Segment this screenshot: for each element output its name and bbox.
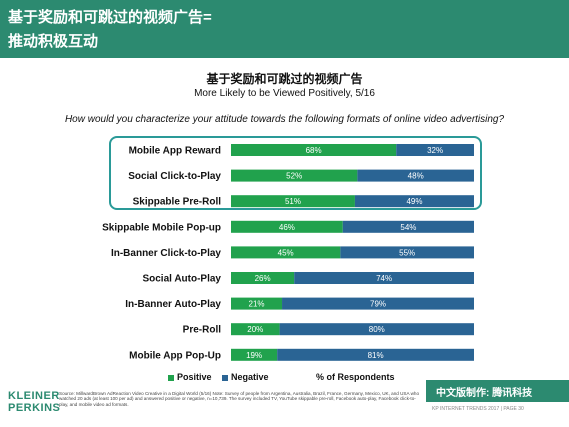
chart-title: 基于奖励和可跳过的视频广告 — [206, 72, 363, 86]
bar-negative — [396, 144, 474, 156]
chart-subtitle: More Likely to be Viewed Positively, 5/1… — [194, 88, 375, 99]
x-axis-label: % of Respondents — [316, 372, 395, 382]
category-label: Pre-Roll — [183, 325, 222, 336]
header-banner: 基于奖励和可跳过的视频广告= 推动积极互动 — [0, 0, 569, 58]
data-label-positive: 45% — [278, 248, 294, 257]
bar-positive — [231, 144, 397, 156]
category-label: Skippable Mobile Pop-up — [102, 222, 221, 233]
category-label: Skippable Pre-Roll — [133, 197, 222, 208]
data-label-negative: 55% — [399, 248, 415, 257]
bar-positive — [231, 220, 343, 233]
legend-negative-label: Negative — [231, 372, 269, 382]
source-note: Source: MillwardBrown AdReaction Video C… — [59, 391, 420, 407]
legend-negative-swatch — [222, 374, 228, 381]
data-label-positive: 46% — [279, 223, 295, 232]
data-label-negative: 48% — [408, 172, 424, 181]
data-label-negative: 80% — [369, 325, 385, 334]
data-label-positive: 26% — [255, 274, 271, 283]
category-label: Social Click-to-Play — [128, 171, 221, 182]
data-label-positive: 52% — [286, 172, 302, 181]
bar-positive — [231, 348, 278, 361]
data-label-positive: 51% — [285, 197, 301, 206]
bar-positive — [231, 297, 283, 310]
survey-question: How would you characterize your attitude… — [64, 114, 505, 125]
brand-bar — [426, 380, 569, 402]
data-label-positive: 21% — [249, 300, 265, 309]
legend-positive: Positive — [168, 372, 212, 382]
bar-positive — [231, 246, 341, 259]
data-label-negative: 81% — [368, 351, 384, 360]
logo-line1: KLEINER — [8, 390, 60, 402]
category-label: Mobile App Reward — [129, 146, 221, 157]
bar-positive — [231, 169, 358, 182]
bar-negative — [342, 220, 474, 233]
bar-positive — [231, 195, 355, 208]
data-label-negative: 79% — [370, 300, 386, 309]
legend-negative: Negative — [222, 372, 269, 382]
data-label-negative: 32% — [427, 146, 443, 155]
data-label-negative: 54% — [400, 223, 416, 232]
bar-negative — [357, 169, 474, 182]
kleiner-perkins-logo: KLEINER PERKINS — [8, 390, 60, 414]
bar-positive — [231, 272, 295, 284]
data-label-negative: 74% — [376, 274, 392, 283]
data-label-positive: 68% — [306, 146, 322, 155]
logo-line2: PERKINS — [8, 402, 61, 414]
data-label-positive: 20% — [247, 325, 263, 334]
header-title-line2: 推动积极互动 — [8, 33, 99, 50]
category-label: Mobile App Pop-Up — [129, 350, 221, 361]
legend-positive-swatch — [168, 374, 174, 381]
bar-negative — [354, 195, 474, 208]
brand-text: 中文版制作: 腾讯科技 — [436, 388, 533, 399]
page-number: KP INTERNET TRENDS 2017 | PAGE 30 — [432, 406, 524, 412]
category-label: In-Banner Click-to-Play — [111, 248, 221, 259]
bar-negative — [294, 272, 474, 284]
bar-negative — [340, 246, 474, 259]
category-label: In-Banner Auto-Play — [125, 299, 221, 310]
category-label: Social Auto-Play — [142, 274, 221, 285]
bar-negative — [277, 348, 474, 361]
bar-positive — [231, 323, 280, 336]
highlight-box — [109, 136, 482, 210]
data-label-positive: 19% — [246, 351, 262, 360]
data-label-negative: 49% — [406, 197, 422, 206]
legend-positive-label: Positive — [177, 372, 212, 382]
header-title-line1: 基于奖励和可跳过的视频广告= — [8, 9, 212, 26]
bar-negative — [279, 323, 474, 336]
bar-negative — [282, 297, 474, 310]
